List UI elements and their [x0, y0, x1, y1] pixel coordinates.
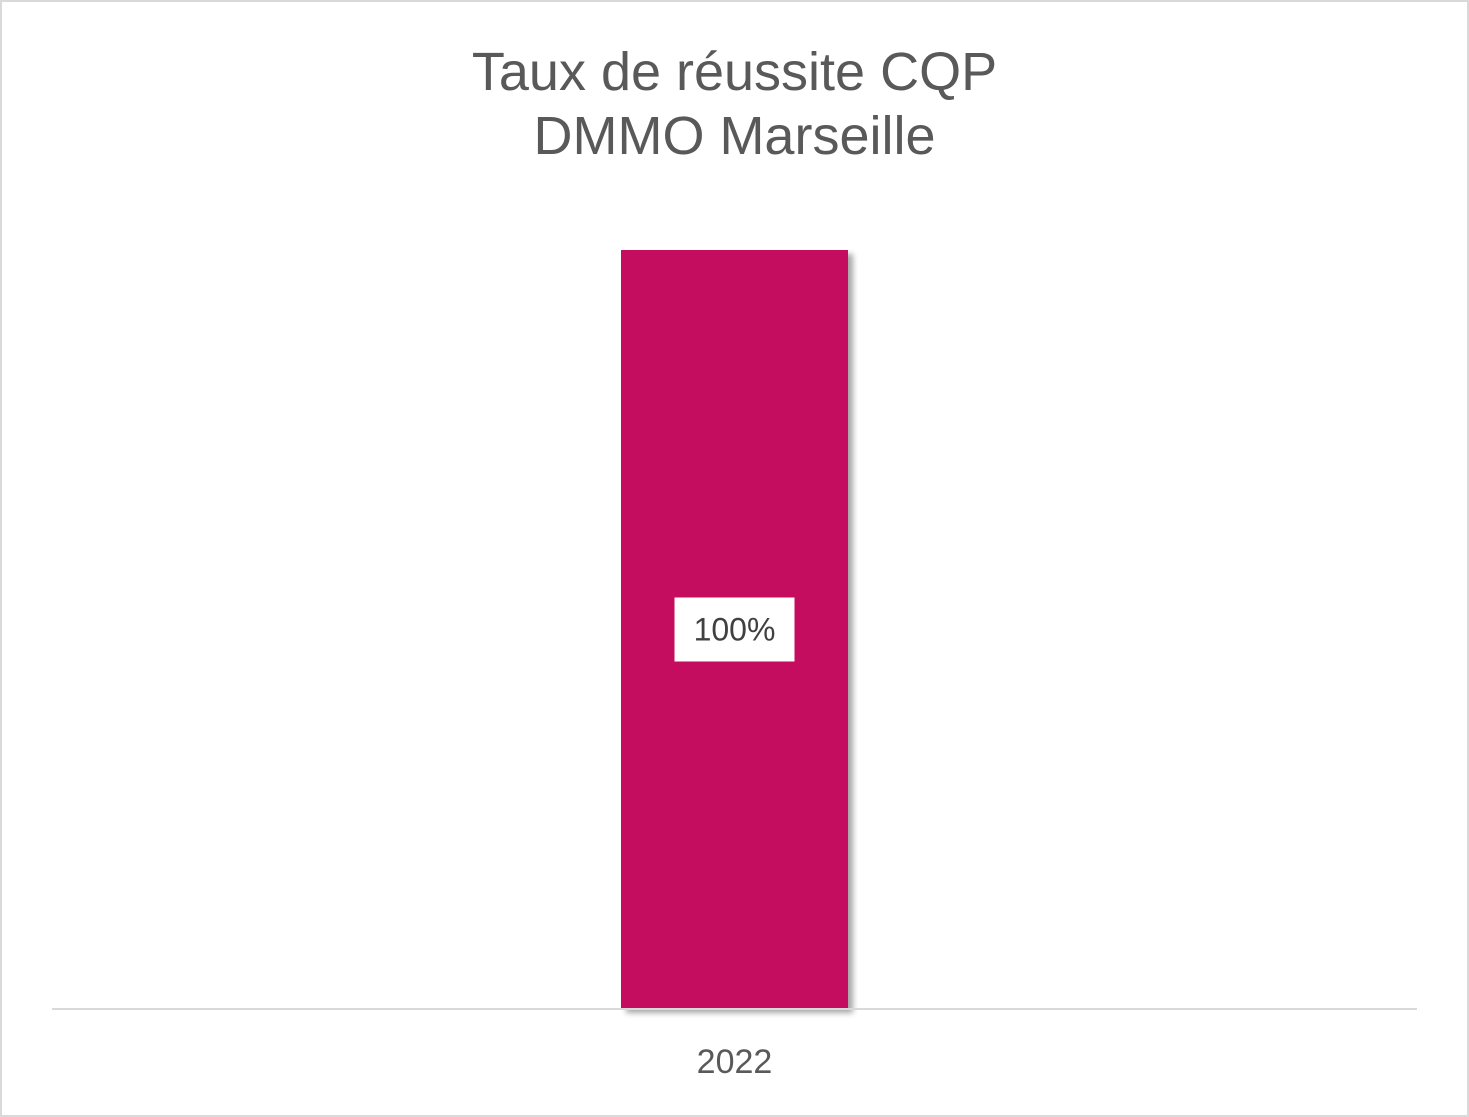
data-label-2022: 100%	[694, 612, 776, 648]
x-tick-label-2022: 2022	[697, 1043, 773, 1081]
chart-title-line-2: DMMO Marseille	[533, 106, 936, 166]
labels-group: 100% 2022	[674, 597, 795, 1081]
data-label-box-2022	[674, 597, 795, 662]
chart-title-line-1: Taux de réussite CQP	[471, 42, 998, 102]
chart-title: Taux de réussite CQP DMMO Marseille	[0, 40, 1469, 168]
